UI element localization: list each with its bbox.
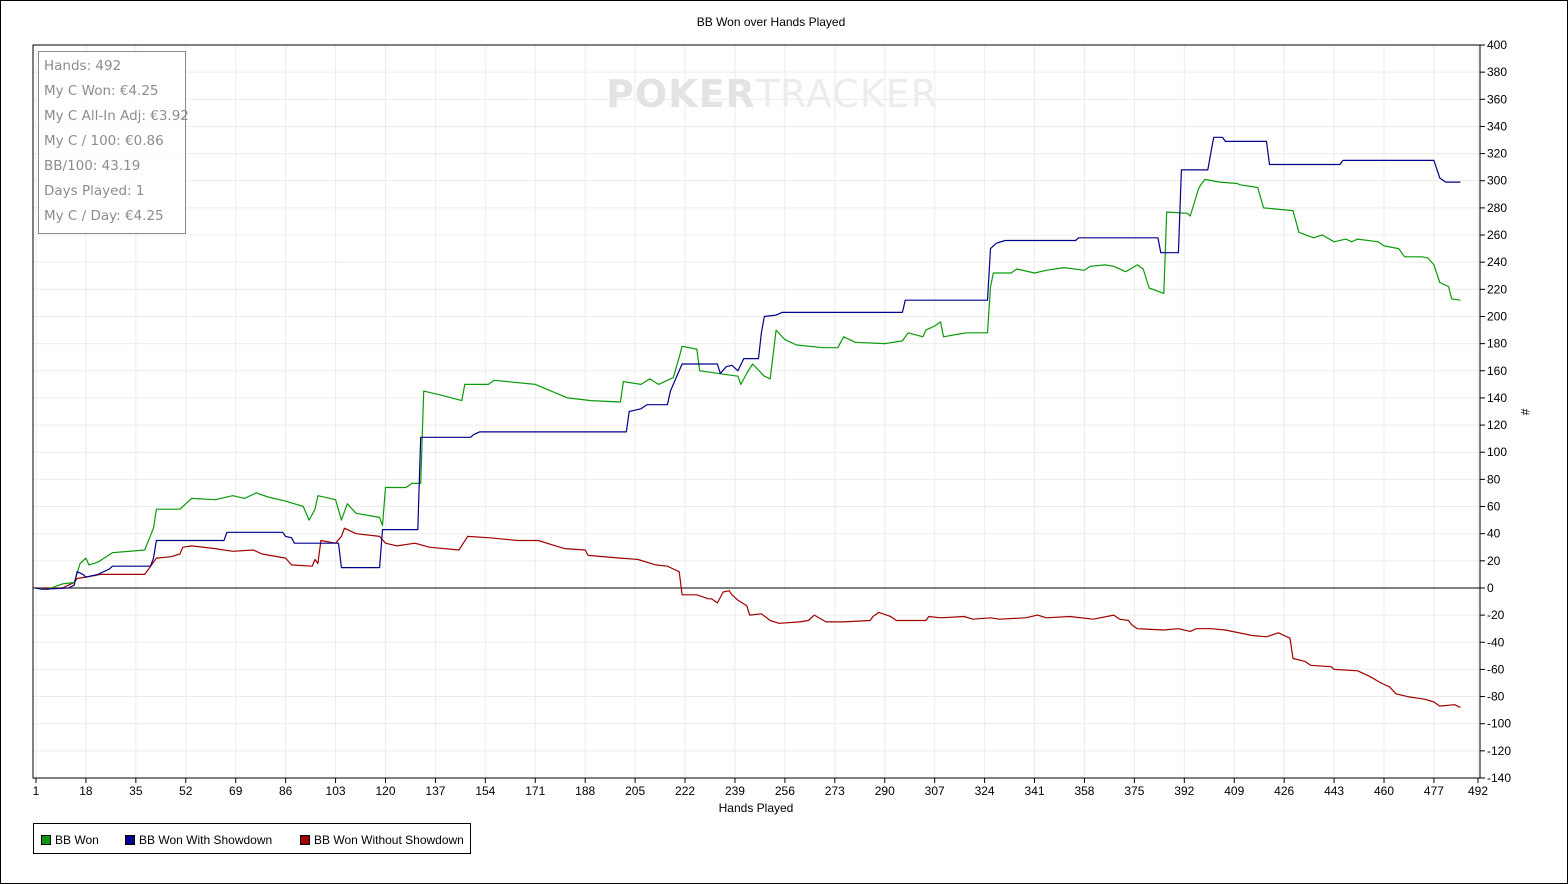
watermark-part2: TRACKER: [755, 72, 939, 116]
stat-my-c-per-100: My C / 100: €0.86: [44, 133, 164, 149]
legend-label: BB Won: [55, 833, 99, 847]
x-tick-label: 137: [425, 784, 445, 798]
x-tick-label: 205: [625, 784, 645, 798]
y-tick-label: 80: [1487, 472, 1501, 486]
y-axis-label: #: [1518, 409, 1532, 416]
x-tick-label: 1: [33, 784, 40, 798]
legend-label: BB Won Without Showdown: [314, 833, 464, 847]
x-tick-label: 477: [1424, 784, 1444, 798]
y-tick-label: 160: [1487, 364, 1507, 378]
stat-bb-per-100: BB/100: 43.19: [44, 158, 141, 174]
legend-swatch-red: [300, 835, 310, 845]
y-tick-label: -100: [1487, 717, 1511, 731]
x-tick-label: 188: [575, 784, 595, 798]
x-tick-label: 426: [1274, 784, 1294, 798]
x-tick-label: 460: [1374, 784, 1394, 798]
y-tick-label: -120: [1487, 744, 1511, 758]
x-tick-label: 35: [129, 784, 143, 798]
x-tick-label: 392: [1174, 784, 1194, 798]
x-tick-label: 443: [1324, 784, 1344, 798]
y-tick-label: -20: [1487, 608, 1505, 622]
x-tick-label: 341: [1025, 784, 1045, 798]
x-tick-label: 256: [775, 784, 795, 798]
x-tick-label: 120: [375, 784, 395, 798]
y-tick-label: 180: [1487, 337, 1507, 351]
y-tick-label: 20: [1487, 554, 1501, 568]
legend-swatch-blue: [125, 835, 135, 845]
y-tick-label: 300: [1487, 174, 1507, 188]
x-tick-label: 18: [79, 784, 93, 798]
y-tick-label: 240: [1487, 255, 1507, 269]
x-tick-label: 273: [825, 784, 845, 798]
x-tick-label: 239: [725, 784, 745, 798]
y-tick-label: 120: [1487, 418, 1507, 432]
y-tick-label: 140: [1487, 391, 1507, 405]
stat-my-c-won: My C Won: €4.25: [44, 83, 159, 99]
y-tick-label: 200: [1487, 309, 1507, 323]
x-tick-label: 103: [326, 784, 346, 798]
y-axis-ticks: 4003803603403203002802602402202001801601…: [1480, 38, 1511, 785]
stat-all-in-adj: My C All-In Adj: €3.92: [44, 108, 189, 124]
y-tick-label: 40: [1487, 527, 1501, 541]
x-tick-label: 324: [975, 784, 995, 798]
legend-swatch-green: [41, 835, 51, 845]
chart-title: BB Won over Hands Played: [697, 15, 846, 29]
y-tick-label: 380: [1487, 65, 1507, 79]
legend-item-bb-won-without-showdown[interactable]: BB Won Without Showdown: [300, 833, 464, 847]
x-tick-label: 409: [1224, 784, 1244, 798]
series-group: [35, 136, 1461, 708]
y-tick-label: 360: [1487, 92, 1507, 106]
y-tick-label: -60: [1487, 662, 1505, 676]
x-axis-ticks: 1 18 35 52 69 86 103 120 137 154 171 188 205 222 239 25…: [33, 778, 1488, 798]
y-tick-label: 320: [1487, 147, 1507, 161]
y-tick-label: -140: [1487, 771, 1511, 785]
stat-hands: Hands: 492: [44, 58, 122, 74]
x-tick-label: 375: [1124, 784, 1144, 798]
legend-item-bb-won-with-showdown[interactable]: BB Won With Showdown: [125, 833, 272, 847]
legend: BB Won BB Won With Showdown BB Won Witho…: [33, 823, 471, 854]
y-tick-label: 100: [1487, 445, 1507, 459]
stats-box: Hands: 492 My C Won: €4.25 My C All-In A…: [38, 51, 189, 234]
y-tick-label: 220: [1487, 282, 1507, 296]
y-tick-label: -40: [1487, 635, 1505, 649]
y-tick-label: 340: [1487, 119, 1507, 133]
x-tick-label: 492: [1468, 784, 1488, 798]
x-tick-label: 307: [925, 784, 945, 798]
x-tick-label: 154: [475, 784, 495, 798]
y-tick-label: 280: [1487, 201, 1507, 215]
y-tick-label: 0: [1487, 581, 1494, 595]
x-tick-label: 290: [875, 784, 895, 798]
x-tick-label: 52: [179, 784, 193, 798]
x-tick-label: 69: [229, 784, 243, 798]
series-line-bb-won-without-showdown: [36, 527, 1461, 708]
grid: [33, 44, 1480, 779]
x-tick-label: 222: [675, 784, 695, 798]
x-tick-label: 358: [1074, 784, 1094, 798]
x-tick-label: 171: [525, 784, 545, 798]
y-tick-label: 60: [1487, 500, 1501, 514]
pokertracker-watermark-logo: POKERTRACKER: [606, 72, 938, 116]
stat-my-c-per-day: My C / Day: €4.25: [44, 208, 164, 224]
y-tick-label: 260: [1487, 228, 1507, 242]
series-line-bb-won: [35, 178, 1461, 590]
y-tick-label: 400: [1487, 38, 1507, 52]
legend-label: BB Won With Showdown: [139, 833, 273, 847]
plot-area: [32, 44, 1481, 779]
stat-days-played: Days Played: 1: [44, 183, 145, 199]
legend-item-bb-won[interactable]: BB Won: [41, 833, 99, 847]
x-tick-label: 86: [279, 784, 293, 798]
y-tick-label: -80: [1487, 690, 1505, 704]
series-line-bb-won-with-showdown: [35, 136, 1461, 590]
watermark-part1: POKER: [606, 72, 756, 116]
x-axis-label: Hands Played: [719, 801, 794, 815]
